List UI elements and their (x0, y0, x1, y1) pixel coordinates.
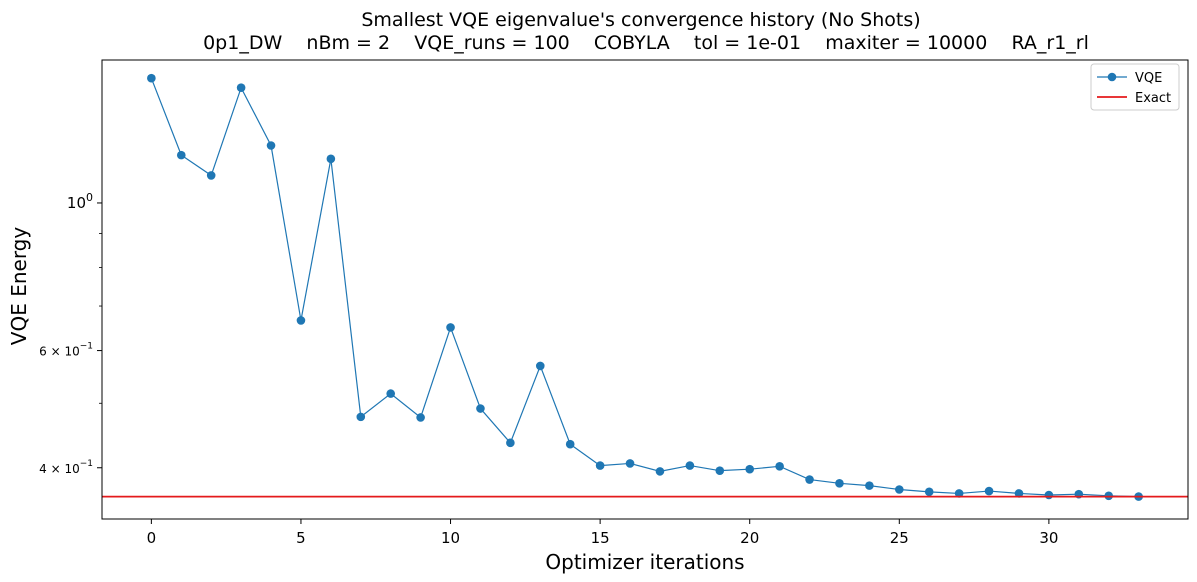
vqe-data-point (506, 438, 515, 448)
vqe-data-point (685, 461, 695, 470)
x-tick-label: 0 (147, 529, 157, 547)
y-tick-label-base: 6 × 10 (39, 345, 80, 359)
y-tick-label: 4 × 10−1 (39, 459, 93, 476)
x-tick-label: 15 (591, 529, 610, 547)
vqe-data-point (924, 487, 934, 497)
vqe-data-point (446, 323, 455, 332)
vqe-data-point (775, 462, 784, 471)
vqe-series-line (150, 77, 1139, 498)
y-tick-label: 6 × 10−1 (39, 342, 93, 359)
chart-title: Smallest VQE eigenvalue's convergence hi… (361, 9, 920, 31)
y-tick-label-base: 4 × 10 (39, 462, 80, 476)
vqe-data-point (326, 154, 336, 164)
vqe-data-point (655, 467, 665, 476)
y-tick-label-exponent: −1 (80, 342, 93, 352)
vqe-data-point (894, 485, 904, 494)
vqe-data-point (565, 439, 575, 449)
vqe-data-point (296, 316, 306, 325)
x-tick-label: 20 (740, 529, 759, 547)
vqe-data-point (266, 141, 276, 150)
x-tick-label: 5 (296, 529, 306, 547)
y-tick-label-base: 10 (67, 194, 86, 212)
y-tick-label: 100 (67, 191, 93, 212)
x-axis: 0 5 10 15 20 25 30 (147, 519, 1058, 547)
legend-label: Exact (1135, 91, 1171, 106)
chart-subtitle: 0p1_DW nBm = 2 VQE_runs = 100 COBYLA tol… (203, 32, 1089, 54)
vqe-data-point (535, 361, 545, 371)
x-tick-label: 30 (1039, 529, 1058, 547)
legend-swatch-marker (1107, 72, 1117, 82)
vqe-data-point (745, 464, 755, 474)
vqe-data-point (835, 479, 844, 488)
vqe-data-point (147, 73, 156, 83)
vqe-data-point (984, 486, 994, 496)
vqe-data-point (954, 489, 964, 498)
y-tick-label-exponent: −1 (80, 459, 93, 469)
vqe-data-point (805, 475, 814, 484)
vqe-data-point (416, 413, 425, 422)
vqe-data-point (625, 459, 635, 468)
x-tick-label: 25 (890, 529, 909, 547)
x-tick-label: 10 (441, 529, 460, 547)
x-axis-label: Optimizer iterations (545, 550, 744, 574)
vqe-data-point (595, 461, 605, 470)
plot-area (101, 59, 1189, 520)
plot-frame (101, 59, 1189, 520)
vqe-data-point (1044, 490, 1054, 500)
legend: VQE Exact (1090, 63, 1180, 111)
y-axis-label: VQE Energy (7, 227, 31, 346)
vqe-data-point (715, 466, 725, 475)
vqe-data-point (865, 481, 874, 490)
legend-label: VQE (1135, 71, 1162, 86)
y-tick-label-exponent: 0 (86, 191, 93, 204)
vqe-data-point (236, 83, 246, 93)
vqe-data-point (476, 404, 485, 413)
vqe-data-point (206, 171, 216, 180)
vqe-data-point (1014, 489, 1024, 498)
vqe-data-point (176, 150, 186, 160)
vqe-data-point (356, 412, 366, 422)
vqe-data-point (386, 389, 396, 398)
